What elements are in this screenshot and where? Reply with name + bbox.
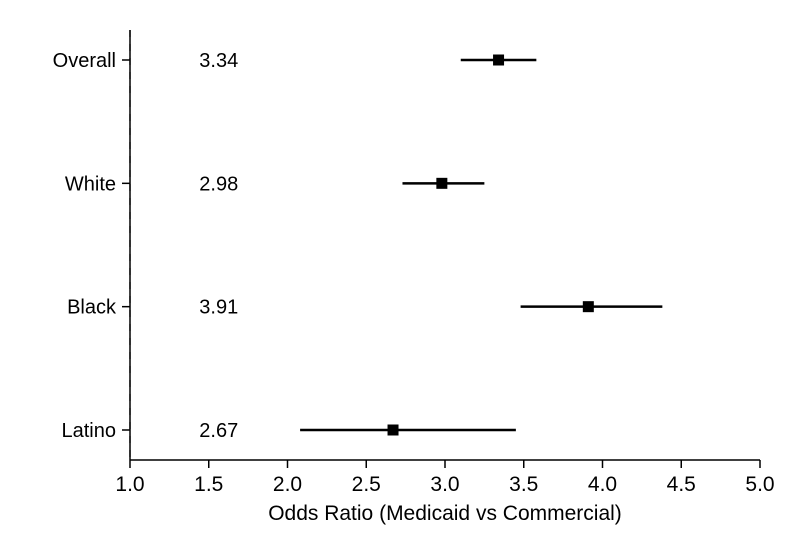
chart-svg: 1.0 1.5 2.0 2.5 3.0 3.5 4.0 4.5 5.0 Odds Ratio (M… xyxy=(0,0,800,537)
forest-plot: 1.0 1.5 2.0 2.5 3.0 3.5 4.0 4.5 5.0 Odds Ratio (M… xyxy=(0,0,800,537)
value-label: 2.67 xyxy=(199,420,238,442)
x-tick-label: 3.5 xyxy=(509,473,538,496)
x-tick-label: 4.5 xyxy=(667,473,696,496)
x-tick-label: 1.5 xyxy=(194,473,223,496)
y-label: Latino xyxy=(62,420,117,442)
chart-bg xyxy=(0,0,800,537)
x-tick-label: 2.0 xyxy=(273,473,302,496)
value-label: 3.91 xyxy=(199,297,238,319)
point-estimate xyxy=(388,425,399,436)
value-label: 2.98 xyxy=(199,173,238,195)
x-axis-title: Odds Ratio (Medicaid vs Commercial) xyxy=(268,502,622,525)
point-estimate xyxy=(436,178,447,189)
x-tick-label: 4.0 xyxy=(588,473,617,496)
point-estimate xyxy=(583,301,594,312)
point-estimate xyxy=(493,55,504,66)
x-tick-label: 5.0 xyxy=(745,473,774,496)
y-label: Overall xyxy=(53,50,116,72)
y-label: Black xyxy=(67,297,117,319)
y-label: White xyxy=(65,173,116,195)
x-tick-label: 1.0 xyxy=(115,473,144,496)
value-label: 3.34 xyxy=(199,50,238,72)
x-tick-label: 3.0 xyxy=(430,473,459,496)
x-tick-label: 2.5 xyxy=(352,473,381,496)
